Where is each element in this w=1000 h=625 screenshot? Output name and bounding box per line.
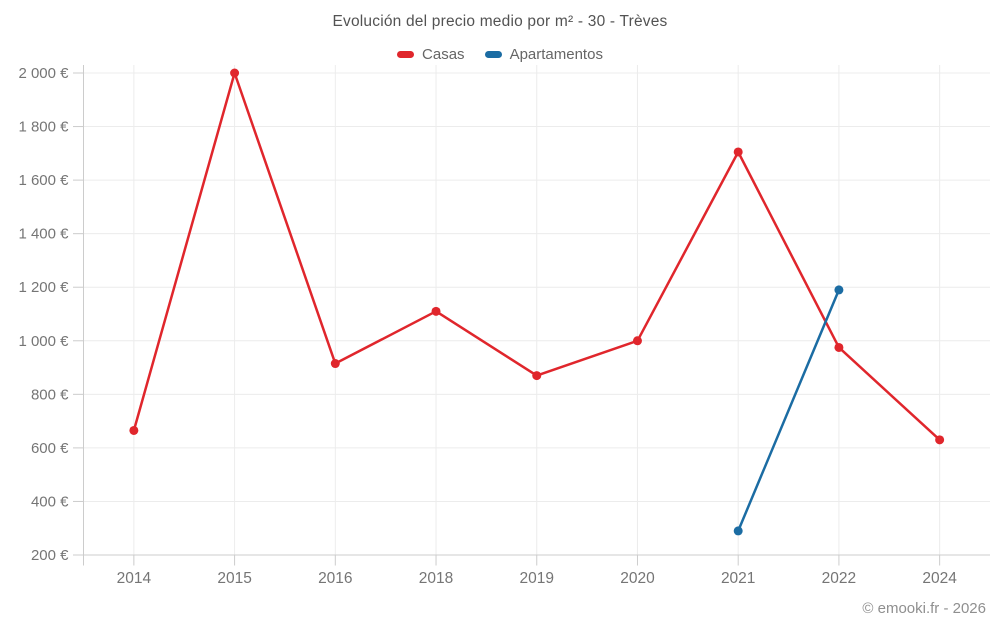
x-tick-label: 2014 bbox=[117, 570, 152, 587]
data-point-casas-2016 bbox=[330, 359, 340, 369]
data-point-casas-2019 bbox=[532, 371, 542, 381]
x-tick-label: 2018 bbox=[419, 570, 453, 587]
y-tick-label: 2 000 € bbox=[18, 65, 69, 82]
x-tick-label: 2021 bbox=[721, 570, 755, 587]
legend-item-apartamentos[interactable]: Apartamentos bbox=[484, 46, 603, 63]
y-tick-label: 1 800 € bbox=[18, 119, 69, 136]
y-tick-label: 1 000 € bbox=[18, 333, 69, 350]
legend-item-casas[interactable]: Casas bbox=[397, 46, 465, 63]
y-tick-label: 1 200 € bbox=[18, 279, 69, 296]
legend-swatch-casas bbox=[397, 51, 415, 58]
data-point-casas-2024 bbox=[935, 435, 945, 445]
y-tick-label: 200 € bbox=[31, 547, 69, 564]
data-point-casas-2021 bbox=[733, 147, 743, 157]
legend-label: Apartamentos bbox=[509, 46, 603, 63]
data-point-casas-2015 bbox=[230, 68, 240, 78]
watermark: © emooki.fr - 2026 bbox=[862, 600, 986, 617]
y-tick-label: 600 € bbox=[31, 440, 69, 457]
y-tick-label: 1 400 € bbox=[18, 226, 69, 243]
data-point-casas-2018 bbox=[431, 306, 441, 316]
data-point-apartamentos-2022 bbox=[834, 285, 844, 295]
data-point-casas-2022 bbox=[834, 342, 844, 352]
x-tick-label: 2016 bbox=[318, 570, 352, 587]
x-tick-label: 2022 bbox=[822, 570, 856, 587]
chart-title: Evolución del precio medio por m² - 30 -… bbox=[332, 13, 668, 30]
y-tick-label: 800 € bbox=[31, 386, 69, 403]
x-tick-label: 2020 bbox=[620, 570, 655, 587]
data-point-casas-2020 bbox=[632, 336, 642, 346]
y-tick-label: 1 600 € bbox=[18, 172, 69, 189]
x-tick-label: 2019 bbox=[520, 570, 554, 587]
series-line-apartamentos bbox=[736, 288, 841, 533]
x-tick-label: 2015 bbox=[217, 570, 251, 587]
data-point-apartamentos-2021 bbox=[733, 526, 743, 536]
chart-legend: Casas Apartamentos bbox=[0, 46, 1000, 63]
legend-swatch-apartamentos bbox=[484, 51, 502, 58]
x-tick-label: 2024 bbox=[922, 570, 957, 587]
legend-label: Casas bbox=[422, 46, 465, 63]
y-tick-label: 400 € bbox=[31, 493, 69, 510]
data-point-casas-2014 bbox=[129, 425, 139, 435]
